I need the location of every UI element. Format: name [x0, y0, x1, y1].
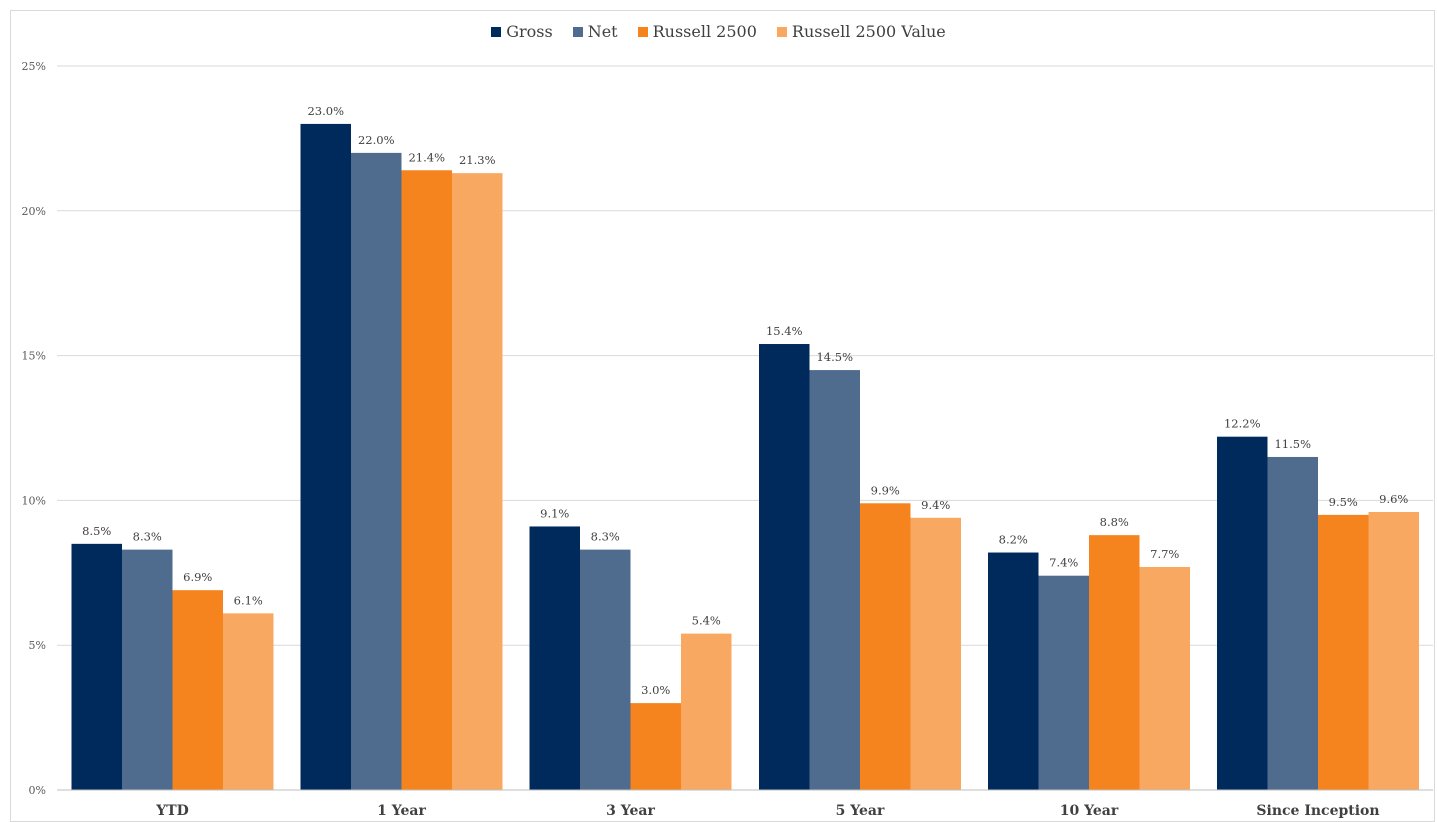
- x-tick-label: 1 Year: [377, 803, 426, 819]
- legend-swatch-net: [572, 26, 583, 37]
- y-tick-label: 15%: [22, 350, 46, 363]
- bar: [1089, 535, 1140, 790]
- legend-swatch-russell-2500-value: [776, 26, 787, 37]
- legend-label-russell-2500-value: Russell 2500 Value: [791, 22, 946, 41]
- legend-item-russell-2500-value: Russell 2500 Value: [776, 22, 946, 41]
- legend-item-russell-2500: Russell 2500: [637, 22, 757, 41]
- bar: [988, 552, 1039, 790]
- data-label: 9.9%: [871, 483, 900, 497]
- legend-swatch-gross: [491, 26, 502, 37]
- bar: [759, 344, 810, 790]
- bar: [300, 123, 351, 791]
- bar: [860, 503, 911, 790]
- data-label: 9.6%: [1379, 492, 1408, 506]
- legend-label-russell-2500: Russell 2500: [652, 22, 757, 41]
- bar: [1368, 511, 1419, 790]
- bar: [351, 152, 402, 790]
- y-tick-label: 10%: [22, 494, 46, 507]
- data-label: 7.7%: [1150, 547, 1179, 561]
- data-label: 23.0%: [307, 104, 344, 118]
- data-label: 21.4%: [408, 150, 445, 164]
- data-label: 6.1%: [234, 593, 263, 607]
- bar: [122, 549, 173, 790]
- bar: [910, 517, 961, 790]
- data-label: 8.3%: [591, 530, 620, 544]
- data-label: 12.2%: [1224, 417, 1261, 431]
- data-label: 9.5%: [1329, 495, 1358, 509]
- legend: Gross Net Russell 2500 Russell 2500 Valu…: [0, 22, 1437, 41]
- y-tick-label: 0%: [29, 784, 46, 797]
- bar: [223, 613, 274, 790]
- data-label: 7.4%: [1049, 556, 1078, 570]
- data-label: 9.1%: [540, 506, 569, 520]
- data-label: 22.0%: [358, 133, 395, 147]
- bar: [529, 526, 580, 790]
- bar: [1267, 456, 1318, 790]
- data-label: 14.5%: [816, 350, 853, 364]
- legend-item-gross: Gross: [491, 22, 553, 41]
- bar: [1139, 567, 1190, 790]
- x-tick-label: YTD: [155, 803, 189, 819]
- data-label: 3.0%: [641, 683, 670, 697]
- bar: [1217, 436, 1268, 790]
- data-label: 8.8%: [1100, 515, 1129, 529]
- data-label: 8.2%: [999, 533, 1028, 547]
- legend-item-net: Net: [572, 22, 618, 41]
- legend-swatch-russell-2500: [637, 26, 648, 37]
- data-label: 15.4%: [766, 324, 803, 338]
- y-tick-label: 20%: [22, 205, 46, 218]
- data-label: 11.5%: [1274, 437, 1311, 451]
- bar: [1318, 514, 1369, 790]
- bar: [630, 703, 681, 790]
- data-label: 21.3%: [459, 153, 496, 167]
- legend-label-gross: Gross: [506, 22, 553, 41]
- y-tick-label: 5%: [29, 639, 46, 652]
- data-label: 8.5%: [82, 524, 111, 538]
- bar: [452, 173, 503, 791]
- data-label: 6.9%: [183, 570, 212, 584]
- x-tick-label: 5 Year: [836, 803, 885, 819]
- x-tick-label: 10 Year: [1060, 803, 1119, 819]
- x-tick-label: 3 Year: [606, 803, 655, 819]
- x-tick-label: Since Inception: [1256, 803, 1379, 819]
- data-label: 8.3%: [133, 530, 162, 544]
- data-label: 9.4%: [921, 498, 950, 512]
- bar: [172, 590, 223, 790]
- bar: [71, 543, 122, 790]
- bar: [681, 633, 732, 790]
- bar: [401, 170, 452, 791]
- data-label: 5.4%: [692, 614, 721, 628]
- y-tick-label: 25%: [22, 60, 46, 73]
- bar: [580, 549, 631, 790]
- bar: [809, 370, 860, 790]
- legend-label-net: Net: [587, 22, 618, 41]
- bar: [1038, 575, 1089, 790]
